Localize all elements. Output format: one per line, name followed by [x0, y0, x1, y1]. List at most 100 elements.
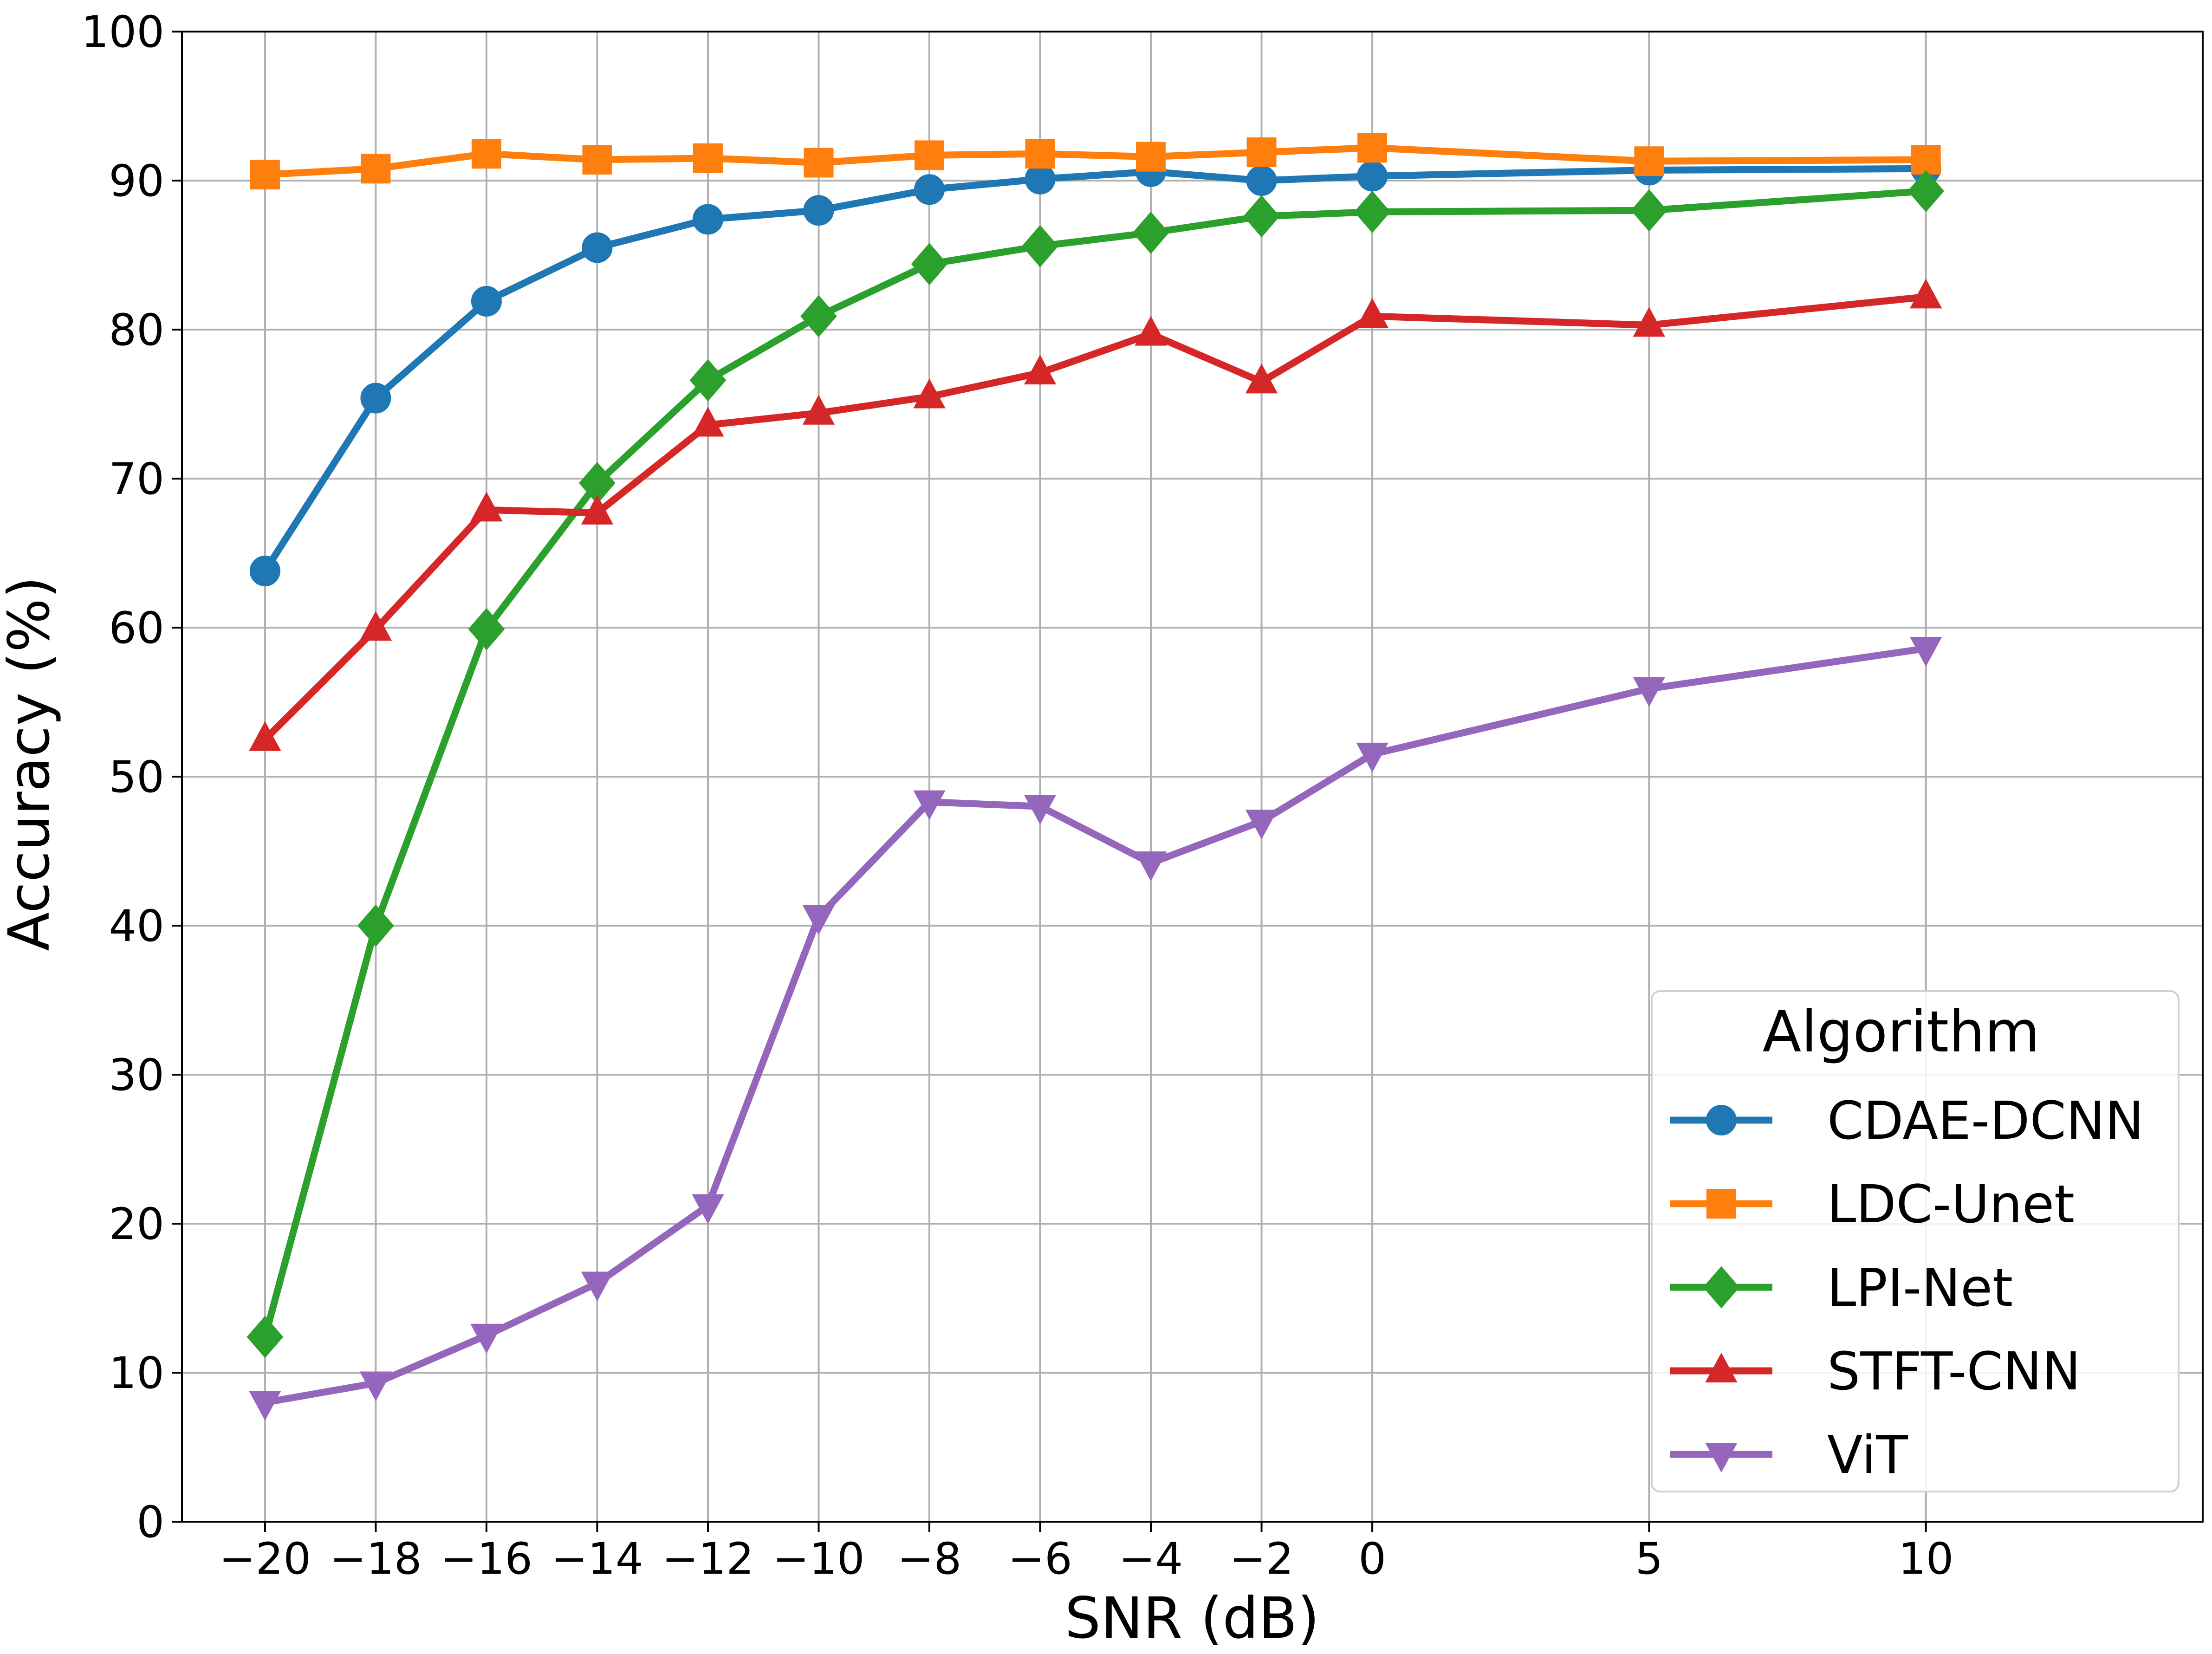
series-cdae-dcnn: [249, 153, 1941, 587]
data-point: [803, 195, 834, 226]
data-point: [689, 359, 727, 402]
y-tick-label: 80: [109, 305, 164, 356]
y-axis-label: Accuracy (%): [0, 577, 62, 951]
data-point: [1356, 298, 1388, 328]
data-point: [1356, 742, 1388, 772]
series-ldc-unet: [250, 133, 1941, 190]
data-point: [800, 295, 837, 337]
y-tick-label: 0: [136, 1497, 164, 1548]
data-point: [913, 378, 946, 409]
y-axis: 0 10 20 30 40 50 60 70 80 90 100: [81, 7, 182, 1548]
legend-title: Algorithm: [1763, 999, 2040, 1065]
data-point: [1245, 363, 1278, 394]
data-point: [913, 790, 946, 820]
y-tick-label: 20: [109, 1199, 164, 1250]
data-point: [1354, 190, 1391, 233]
data-point: [471, 286, 502, 317]
y-tick-label: 60: [109, 603, 164, 654]
x-tick-label: 10: [1898, 1534, 1954, 1584]
data-point: [1245, 810, 1278, 840]
legend-item: ViT: [1670, 1425, 1908, 1485]
data-point: [468, 608, 505, 650]
legend-label: STFT-CNN: [1827, 1342, 2081, 1402]
data-point: [915, 140, 945, 170]
data-point: [1025, 139, 1055, 169]
data-point: [1911, 145, 1941, 175]
x-tick-label: −6: [1008, 1534, 1072, 1584]
legend-swatch-marker: [1703, 1266, 1740, 1309]
y-tick-label: 90: [109, 156, 164, 207]
data-point: [802, 905, 835, 935]
data-point: [359, 611, 392, 641]
data-point: [1246, 137, 1277, 168]
grid-lines: [182, 31, 2203, 1523]
x-axis-label: SNR (dB): [1065, 1585, 1320, 1651]
x-tick-label: 0: [1358, 1534, 1386, 1584]
x-tick-label: −4: [1119, 1534, 1183, 1584]
legend-box: [1651, 990, 2180, 1492]
x-tick-label: −2: [1229, 1534, 1294, 1584]
legend: Algorithm CDAE-DCNN LDC-Unet LPI-Net STFT-CN…: [1651, 990, 2180, 1492]
data-point: [581, 494, 614, 525]
legend-label: LDC-Unet: [1827, 1174, 2075, 1235]
data-point: [470, 1323, 503, 1354]
x-tick-label: −14: [551, 1534, 643, 1584]
data-point: [1024, 795, 1057, 825]
data-point: [914, 174, 945, 205]
data-point: [249, 721, 281, 751]
series-stft-cnn: [249, 279, 1942, 751]
data-point: [802, 395, 835, 425]
data-point: [1907, 169, 1945, 212]
data-point: [357, 904, 394, 947]
data-point: [250, 160, 280, 190]
data-point: [804, 148, 834, 178]
data-point: [360, 383, 391, 414]
legend-label: CDAE-DCNN: [1827, 1091, 2144, 1151]
data-point: [1243, 195, 1280, 238]
data-point: [692, 407, 724, 437]
y-tick-label: 10: [109, 1348, 164, 1399]
legend-item: LPI-Net: [1670, 1258, 2013, 1318]
data-point: [246, 1316, 284, 1358]
data-point: [1136, 142, 1166, 172]
data-point: [693, 143, 723, 173]
data-point: [359, 1371, 392, 1401]
data-point: [692, 204, 723, 235]
data-point: [582, 145, 612, 175]
x-tick-label: −18: [330, 1534, 422, 1584]
data-point: [1024, 354, 1057, 385]
data-point: [1633, 307, 1666, 337]
data-point: [582, 232, 613, 263]
data-point: [1357, 133, 1388, 163]
x-tick-label: −12: [662, 1534, 754, 1584]
y-tick-label: 50: [109, 752, 164, 803]
legend-swatch-marker: [1706, 1189, 1736, 1219]
data-point: [581, 1271, 614, 1302]
data-point: [1022, 225, 1058, 267]
legend-swatch-marker: [1705, 1443, 1738, 1473]
data-point: [1132, 211, 1169, 254]
data-point: [1135, 316, 1167, 346]
legend-swatch-marker: [1706, 1105, 1737, 1135]
series-lpi-net: [246, 169, 1945, 1358]
legend-item: CDAE-DCNN: [1670, 1091, 2144, 1151]
legend-label: LPI-Net: [1827, 1258, 2013, 1318]
data-point: [911, 243, 948, 285]
x-tick-label: −8: [897, 1534, 962, 1584]
legend-swatch-marker: [1705, 1352, 1738, 1382]
data-point: [1910, 279, 1942, 309]
x-axis: −20 −18 −16 −14 −12 −10 −8 −6 −4 −2 0 5 10: [219, 1522, 1954, 1584]
series-layer: [246, 133, 1945, 1421]
x-tick-label: −16: [441, 1534, 532, 1584]
data-point: [1135, 851, 1167, 882]
legend-item: STFT-CNN: [1670, 1342, 2081, 1402]
x-tick-label: −10: [772, 1534, 864, 1584]
x-tick-label: 5: [1635, 1534, 1663, 1584]
data-point: [1357, 161, 1388, 192]
x-tick-label: −20: [219, 1534, 311, 1584]
legend-item: LDC-Unet: [1670, 1174, 2075, 1235]
data-point: [1025, 163, 1056, 195]
data-point: [249, 1391, 281, 1421]
data-point: [1910, 636, 1942, 667]
